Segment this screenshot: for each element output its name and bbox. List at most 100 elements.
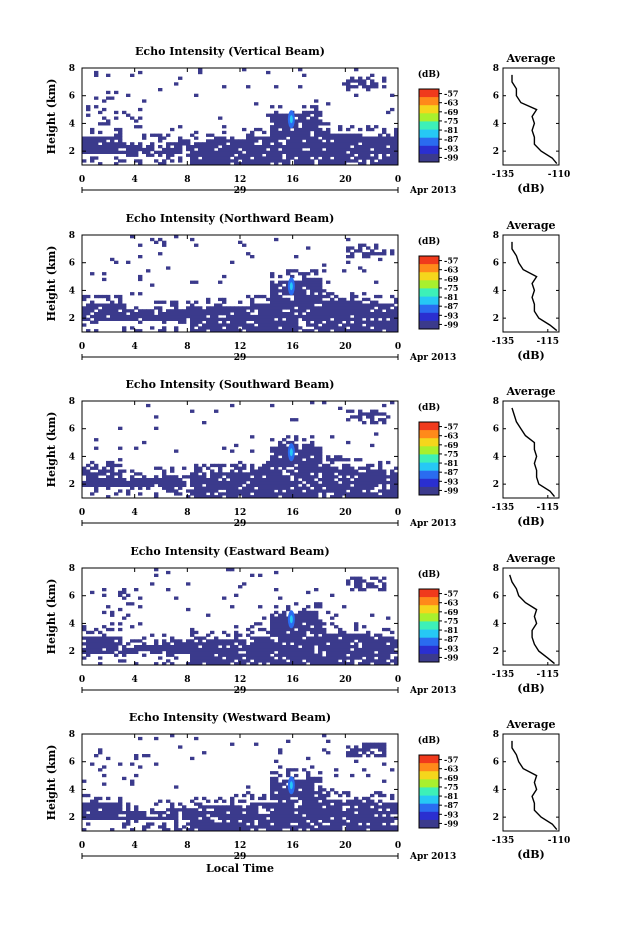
echo-cell bbox=[154, 317, 159, 321]
echo-cell bbox=[378, 466, 383, 470]
echo-cell bbox=[338, 486, 343, 490]
echo-cell bbox=[302, 162, 307, 166]
echo-cell bbox=[270, 119, 275, 123]
echo-cell bbox=[102, 805, 107, 809]
echo-cell bbox=[242, 653, 247, 657]
echo-cell bbox=[222, 480, 227, 485]
echo-cell bbox=[346, 463, 351, 468]
echo-cell bbox=[298, 294, 303, 299]
echo-cell bbox=[286, 779, 291, 783]
echo-cell bbox=[338, 633, 343, 637]
echo-cell bbox=[346, 320, 351, 324]
echo-cell bbox=[162, 828, 167, 832]
echo-cell bbox=[274, 292, 279, 296]
echo-cell bbox=[106, 312, 111, 316]
echo-cell bbox=[370, 162, 375, 166]
echo-cell bbox=[210, 159, 215, 163]
echo-cell bbox=[370, 656, 375, 660]
echo-cell bbox=[378, 659, 383, 663]
echo-cell bbox=[94, 96, 99, 100]
echo-cell bbox=[86, 142, 91, 146]
echo-cell bbox=[222, 828, 227, 832]
echo-cell bbox=[258, 796, 263, 801]
echo-cell bbox=[230, 819, 235, 823]
profile-y-tick-label: 4 bbox=[493, 119, 499, 129]
echo-cell bbox=[310, 277, 315, 282]
echo-cell bbox=[222, 329, 227, 333]
echo-cell bbox=[238, 805, 243, 809]
echo-cell bbox=[342, 489, 347, 493]
echo-cell bbox=[118, 446, 123, 450]
echo-cell bbox=[278, 116, 283, 120]
echo-cell bbox=[102, 107, 107, 112]
echo-cell bbox=[266, 647, 271, 652]
echo-cell bbox=[254, 326, 259, 330]
echo-cell bbox=[262, 309, 267, 313]
echo-cell bbox=[306, 283, 311, 287]
echo-cell bbox=[334, 805, 339, 809]
echo-cell bbox=[114, 312, 119, 316]
echo-cell bbox=[254, 314, 259, 319]
echo-cell bbox=[330, 813, 335, 818]
echo-cell bbox=[130, 235, 135, 239]
echo-cell bbox=[278, 816, 283, 820]
echo-cell bbox=[246, 495, 251, 499]
profile-y-tick-label: 4 bbox=[493, 452, 499, 462]
echo-cell bbox=[338, 153, 343, 157]
echo-cell bbox=[226, 323, 231, 327]
echo-cell bbox=[86, 113, 91, 117]
echo-cell bbox=[158, 825, 163, 829]
echo-cell bbox=[222, 630, 227, 635]
echo-cell bbox=[370, 472, 375, 476]
echo-cell bbox=[270, 819, 275, 823]
echo-cell bbox=[358, 303, 363, 307]
echo-cell bbox=[254, 811, 259, 815]
echo-cell bbox=[258, 314, 263, 319]
echo-cell bbox=[354, 306, 359, 310]
echo-cell bbox=[138, 70, 143, 75]
echo-cell bbox=[286, 622, 291, 626]
echo-cell bbox=[262, 306, 267, 310]
echo-cell bbox=[302, 73, 307, 77]
echo-cell bbox=[302, 475, 307, 479]
echo-cell bbox=[318, 802, 323, 806]
colorbar-tick-label: -57 bbox=[444, 256, 458, 266]
echo-cell bbox=[306, 793, 311, 798]
echo-cell bbox=[334, 791, 339, 795]
echo-cell bbox=[258, 480, 263, 485]
echo-cell bbox=[382, 403, 387, 408]
echo-cell bbox=[282, 478, 287, 482]
echo-cell bbox=[82, 297, 87, 302]
echo-cell bbox=[190, 320, 195, 324]
echo-cell bbox=[182, 645, 187, 649]
echo-cell bbox=[278, 828, 283, 832]
echo-cell bbox=[366, 136, 371, 140]
echo-cell bbox=[306, 297, 311, 302]
echo-cell bbox=[122, 309, 127, 313]
echo-cell bbox=[366, 127, 371, 132]
echo-cell bbox=[318, 662, 323, 666]
echo-cell bbox=[118, 139, 123, 143]
echo-cell bbox=[266, 645, 271, 649]
echo-cell bbox=[130, 312, 135, 316]
date-end-label: Apr 2013 bbox=[409, 186, 456, 196]
echo-cell bbox=[210, 150, 215, 154]
echo-cell bbox=[250, 653, 255, 657]
echo-cell bbox=[354, 828, 359, 832]
x-tick-label: 20 bbox=[339, 175, 352, 185]
echo-cell bbox=[294, 636, 299, 640]
echo-cell bbox=[382, 139, 387, 143]
echo-cell bbox=[314, 122, 319, 126]
echo-cell bbox=[166, 266, 171, 270]
echo-cell bbox=[198, 662, 203, 666]
echo-cell bbox=[158, 314, 163, 319]
echo-cell bbox=[290, 492, 295, 496]
echo-cell bbox=[286, 269, 291, 273]
echo-cell bbox=[338, 627, 343, 632]
echo-cell bbox=[174, 306, 179, 310]
colorbar-swatch bbox=[419, 89, 439, 98]
echo-cell bbox=[226, 153, 231, 157]
echo-cell bbox=[274, 452, 279, 456]
echo-cell bbox=[370, 480, 375, 485]
echo-cell bbox=[234, 329, 239, 333]
